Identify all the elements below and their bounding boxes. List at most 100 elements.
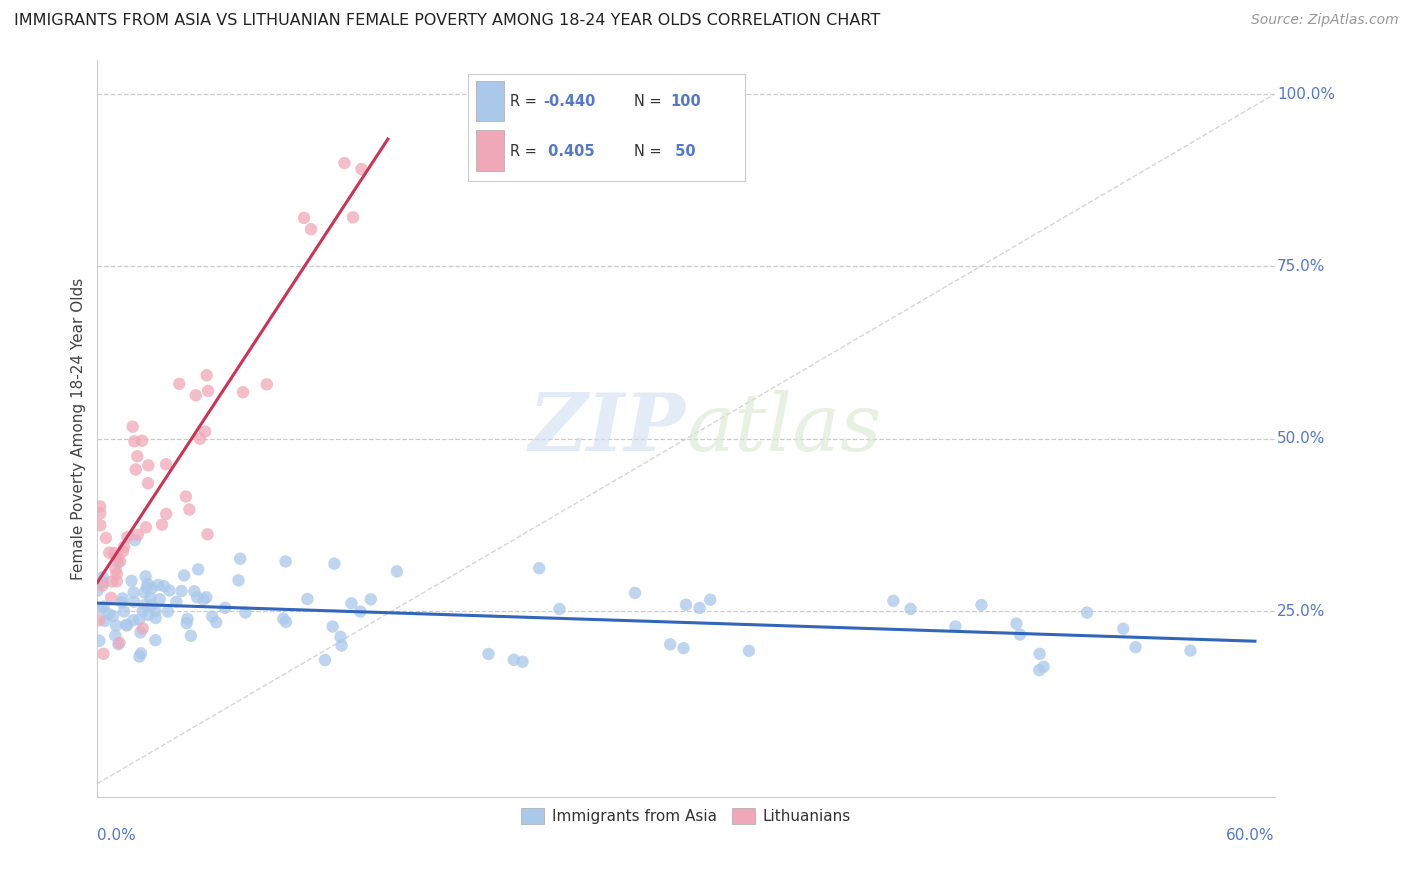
Point (340, 596, 363, 610)
Point (360, 592, 382, 607)
Text: 0.0%: 0.0% (97, 829, 136, 844)
Point (297, 591, 319, 606)
Point (195, 591, 218, 605)
Point (145, 604, 167, 618)
Point (105, 574, 128, 589)
Point (350, 161, 373, 176)
Point (155, 507, 177, 521)
Point (176, 612, 198, 626)
Point (91, 570, 114, 584)
Point (195, 368, 218, 383)
Point (1028, 647, 1050, 661)
Point (1076, 606, 1098, 620)
Text: IMMIGRANTS FROM ASIA VS LITHUANIAN FEMALE POVERTY AMONG 18-24 YEAR OLDS CORRELAT: IMMIGRANTS FROM ASIA VS LITHUANIAN FEMAL… (14, 13, 880, 29)
Point (104, 563, 127, 577)
Point (167, 376, 190, 391)
Point (970, 598, 993, 612)
Point (112, 605, 135, 619)
Point (101, 574, 124, 589)
Y-axis label: Female Poverty Among 18-24 Year Olds: Female Poverty Among 18-24 Year Olds (72, 277, 86, 580)
Point (943, 619, 966, 633)
Legend: Immigrants from Asia, Lithuanians: Immigrants from Asia, Lithuanians (515, 802, 856, 830)
Point (97, 607, 120, 621)
Point (136, 576, 159, 591)
Point (186, 591, 208, 605)
Point (292, 211, 315, 225)
Point (91, 578, 114, 592)
Point (124, 533, 146, 548)
Point (117, 530, 139, 544)
Point (232, 385, 254, 400)
Point (108, 554, 131, 568)
Text: 50.0%: 50.0% (1277, 432, 1326, 446)
Point (101, 609, 124, 624)
Point (205, 615, 228, 630)
Point (173, 568, 195, 582)
Point (129, 625, 152, 640)
Point (548, 602, 571, 616)
Point (179, 502, 201, 516)
Point (170, 584, 193, 599)
Point (330, 639, 353, 653)
Point (201, 609, 224, 624)
Point (112, 540, 135, 554)
Point (187, 562, 209, 576)
Point (180, 629, 202, 643)
Point (1125, 640, 1147, 655)
Point (659, 637, 682, 651)
Point (174, 490, 197, 504)
Point (105, 618, 128, 632)
Point (274, 554, 297, 568)
Point (900, 602, 922, 616)
Point (128, 649, 150, 664)
Point (87, 614, 110, 628)
Point (115, 617, 138, 632)
Point (145, 611, 167, 625)
Point (1005, 616, 1028, 631)
Point (128, 613, 150, 627)
Point (1032, 659, 1054, 673)
Point (502, 653, 524, 667)
Point (136, 476, 159, 491)
Point (122, 595, 145, 609)
Point (94, 531, 117, 545)
Point (329, 630, 352, 644)
Point (256, 377, 278, 392)
Point (214, 600, 236, 615)
Point (882, 594, 904, 608)
Point (197, 527, 219, 541)
Point (149, 592, 172, 607)
Text: 75.0%: 75.0% (1277, 259, 1326, 274)
Point (299, 222, 322, 236)
Point (131, 434, 153, 448)
Point (1028, 663, 1050, 677)
Point (122, 585, 145, 599)
Point (103, 546, 125, 560)
Point (121, 419, 143, 434)
Point (93, 599, 115, 614)
Point (165, 595, 187, 609)
Point (115, 618, 138, 632)
Point (150, 517, 173, 532)
Point (127, 528, 149, 542)
Point (108, 636, 131, 650)
Point (89, 633, 111, 648)
Point (93, 647, 115, 661)
Point (131, 622, 153, 636)
Point (124, 434, 146, 449)
Point (675, 598, 697, 612)
Point (197, 384, 219, 398)
Point (135, 569, 157, 583)
Point (134, 585, 156, 599)
Point (105, 567, 128, 582)
Point (193, 592, 215, 607)
Point (314, 653, 336, 667)
Point (91, 575, 114, 590)
Point (1112, 622, 1135, 636)
Point (135, 581, 157, 595)
Point (125, 462, 148, 476)
Point (89, 500, 111, 514)
Point (111, 544, 134, 558)
Point (194, 425, 217, 439)
Point (94, 614, 117, 628)
